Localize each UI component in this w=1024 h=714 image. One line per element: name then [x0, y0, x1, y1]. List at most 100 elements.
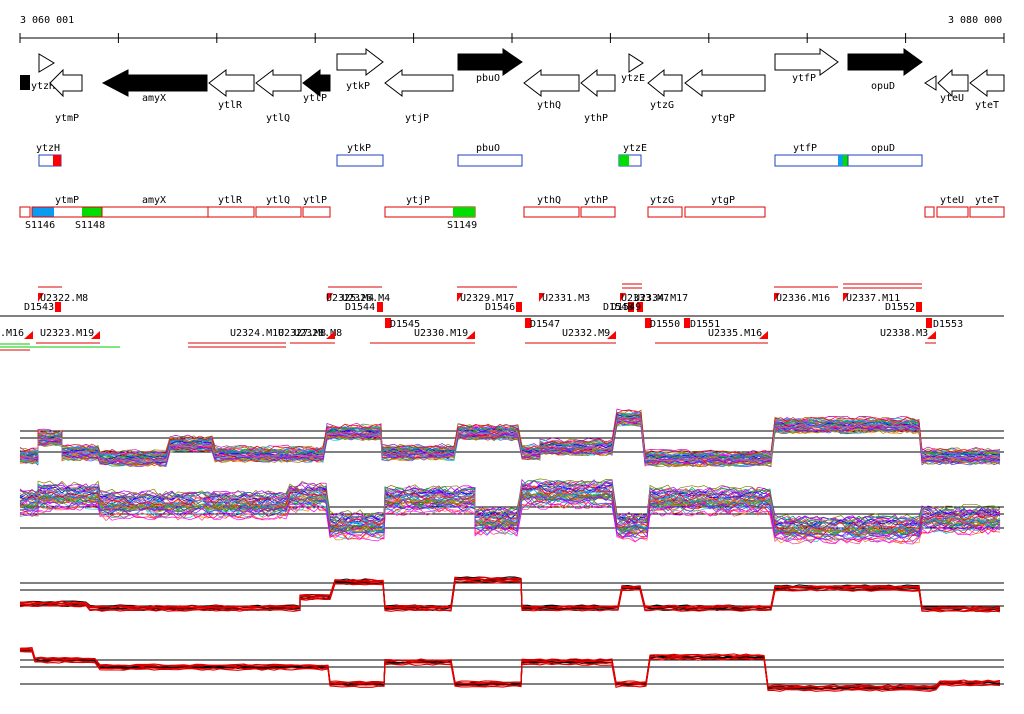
- svg-text:ytgP: ytgP: [711, 195, 735, 206]
- ruler-ticks: [19, 33, 1005, 43]
- site-label-s1148: S1148: [75, 220, 105, 231]
- upper-feature-u2334[interactable]: U2334.M17: [634, 293, 688, 304]
- gene-ytmP[interactable]: ytmP: [49, 68, 83, 124]
- expression-track-2: [19, 478, 1004, 545]
- minus-box-unlabeled[interactable]: [19, 206, 31, 218]
- lower-feature-u2328[interactable]: U2328.M8: [290, 328, 342, 344]
- minus-box-unlabeled-2[interactable]: [924, 206, 935, 218]
- upper-feature-u2331[interactable]: U2331.M3: [539, 293, 590, 304]
- minus-box-ytjP[interactable]: ytjP: [384, 195, 476, 218]
- lower-feature-u2323[interactable]: U2323.M19: [36, 328, 100, 344]
- plus-box-opuD[interactable]: opuD: [847, 143, 923, 167]
- svg-text:U2324.M10: U2324.M10: [230, 328, 284, 339]
- svg-text:ythQ: ythQ: [537, 100, 561, 111]
- gene-ytlQ[interactable]: ytlQ: [255, 68, 302, 124]
- upper-feature-u2326[interactable]: U2326.M4: [342, 293, 390, 304]
- upper-feature-u2325[interactable]: U2325.M4: [326, 286, 382, 304]
- d-marker-1552[interactable]: D1552: [885, 302, 922, 313]
- d-marker-1546[interactable]: D1546: [485, 302, 522, 313]
- minus-box-ythQ[interactable]: ythQ: [523, 195, 580, 218]
- gene-ytkP[interactable]: ytkP: [336, 47, 384, 92]
- expression-trace: [19, 412, 1001, 457]
- gene-ytlR[interactable]: ytlR: [208, 68, 255, 111]
- upper-feature-u2322[interactable]: U2322.M8: [38, 286, 88, 304]
- upper-feature-u2337[interactable]: U2337.M11: [843, 283, 922, 304]
- expression-trace: [19, 651, 1001, 692]
- expression-traces-1: [19, 408, 1001, 468]
- upper-feature-u2333[interactable]: U2333.M7: [620, 283, 669, 304]
- d-marker-1545[interactable]: D1545: [385, 318, 420, 330]
- gene-ythQ[interactable]: ythQ: [523, 68, 580, 111]
- gene-pbuO[interactable]: pbuO: [457, 48, 523, 84]
- expression-trace: [19, 409, 1001, 455]
- d-marker-1547[interactable]: D1547: [525, 318, 560, 330]
- minus-box-yteU[interactable]: yteU: [936, 195, 969, 218]
- gene-ytfP[interactable]: ytfP: [774, 48, 839, 84]
- expression-trace: [19, 410, 1001, 456]
- upper-feature-u2329[interactable]: U2329.M17: [457, 286, 517, 304]
- minus-box-yteT[interactable]: yteT: [969, 195, 1005, 218]
- svg-text:U2333.M7: U2333.M7: [621, 293, 669, 304]
- svg-text:ythQ: ythQ: [537, 195, 561, 206]
- d-marker-1548[interactable]: D1548: [603, 302, 634, 313]
- ruler-end-label: 3 080 000: [948, 15, 1002, 26]
- gene-ytzE[interactable]: ytzE: [621, 53, 645, 84]
- minus-box-ytgP[interactable]: ytgP: [684, 195, 766, 218]
- minus-box-ytlP[interactable]: ytlP: [302, 195, 331, 218]
- svg-text:amyX: amyX: [142, 93, 166, 104]
- d-marker-1553[interactable]: D1553: [926, 318, 963, 330]
- minus-box-ytlR[interactable]: ytlR: [207, 195, 255, 218]
- lower-feature-u2324[interactable]: U2324.M10: [188, 328, 286, 348]
- gene-ytlP[interactable]: ytlP: [302, 68, 331, 104]
- upper-feature-u2336[interactable]: U2336.M16: [774, 286, 838, 304]
- d-marker-1549[interactable]: D1549: [611, 302, 643, 313]
- plus-box-ytfP[interactable]: ytfP: [774, 143, 848, 167]
- gene-yteU[interactable]: yteU: [924, 68, 969, 104]
- lower-feature-m16[interactable]: .M16: [0, 328, 120, 351]
- plus-box-ytzH[interactable]: ytzH: [36, 143, 62, 167]
- svg-text:yteT: yteT: [975, 100, 999, 111]
- svg-text:ytlQ: ytlQ: [266, 113, 290, 124]
- lower-feature-u2327[interactable]: U2327.M8: [278, 328, 326, 339]
- svg-text:U2337.M11: U2337.M11: [846, 293, 900, 304]
- minus-box-ythP[interactable]: ythP: [580, 195, 616, 218]
- minus-box-amyX[interactable]: amyX: [101, 195, 209, 218]
- gene-ytjP[interactable]: ytjP: [384, 68, 454, 124]
- d-marker-1550[interactable]: D1550: [645, 318, 680, 330]
- gene-amyX[interactable]: amyX: [101, 69, 208, 104]
- expression-track-4: [19, 647, 1004, 692]
- d-marker-1543[interactable]: D1543: [24, 302, 61, 313]
- svg-text:ytgP: ytgP: [711, 113, 735, 124]
- svg-text:U2327.M8: U2327.M8: [278, 328, 326, 339]
- expression-trace: [19, 420, 1001, 466]
- svg-text:U2326.M4: U2326.M4: [342, 293, 390, 304]
- expression-trace: [19, 480, 1001, 525]
- expression-trace: [19, 491, 1001, 535]
- svg-text:ytlP: ytlP: [303, 93, 327, 104]
- d-marker-1551[interactable]: D1551: [684, 318, 720, 330]
- svg-text:D1548: D1548: [603, 302, 633, 313]
- gene-ytzG[interactable]: ytzG: [647, 68, 683, 111]
- minus-box-ytlQ[interactable]: ytlQ: [255, 195, 302, 218]
- minus-box-ytzG[interactable]: ytzG: [647, 195, 683, 218]
- gene-ytgP[interactable]: ytgP: [684, 68, 766, 124]
- svg-text:opuD: opuD: [871, 143, 895, 154]
- plus-box-ytzE[interactable]: ytzE: [618, 143, 647, 167]
- svg-text:U2335.M16: U2335.M16: [708, 328, 762, 339]
- gene-ythP[interactable]: ythP: [580, 68, 616, 124]
- lower-feature-u2332[interactable]: U2332.M9: [525, 328, 616, 344]
- gene-opuD[interactable]: opuD: [847, 48, 923, 92]
- plus-box-ytkP[interactable]: ytkP: [336, 143, 384, 167]
- plus-box-pbuO[interactable]: pbuO: [457, 143, 523, 167]
- lower-feature-u2335[interactable]: U2335.M16: [655, 328, 768, 344]
- expression-trace: [20, 580, 1001, 612]
- lower-feature-u2338[interactable]: U2338.M3: [880, 328, 936, 344]
- d-marker-1544[interactable]: D1544: [345, 302, 383, 313]
- gene-yteT[interactable]: yteT: [969, 68, 1005, 111]
- expression-trace: [19, 493, 1001, 537]
- svg-text:ytkP: ytkP: [347, 143, 371, 154]
- expression-trace: [19, 482, 1001, 527]
- site-label-s1146: S1146: [25, 220, 55, 231]
- gene-ytzH[interactable]: ytzH: [20, 53, 55, 92]
- lower-feature-u2330[interactable]: U2330.M19: [370, 328, 475, 344]
